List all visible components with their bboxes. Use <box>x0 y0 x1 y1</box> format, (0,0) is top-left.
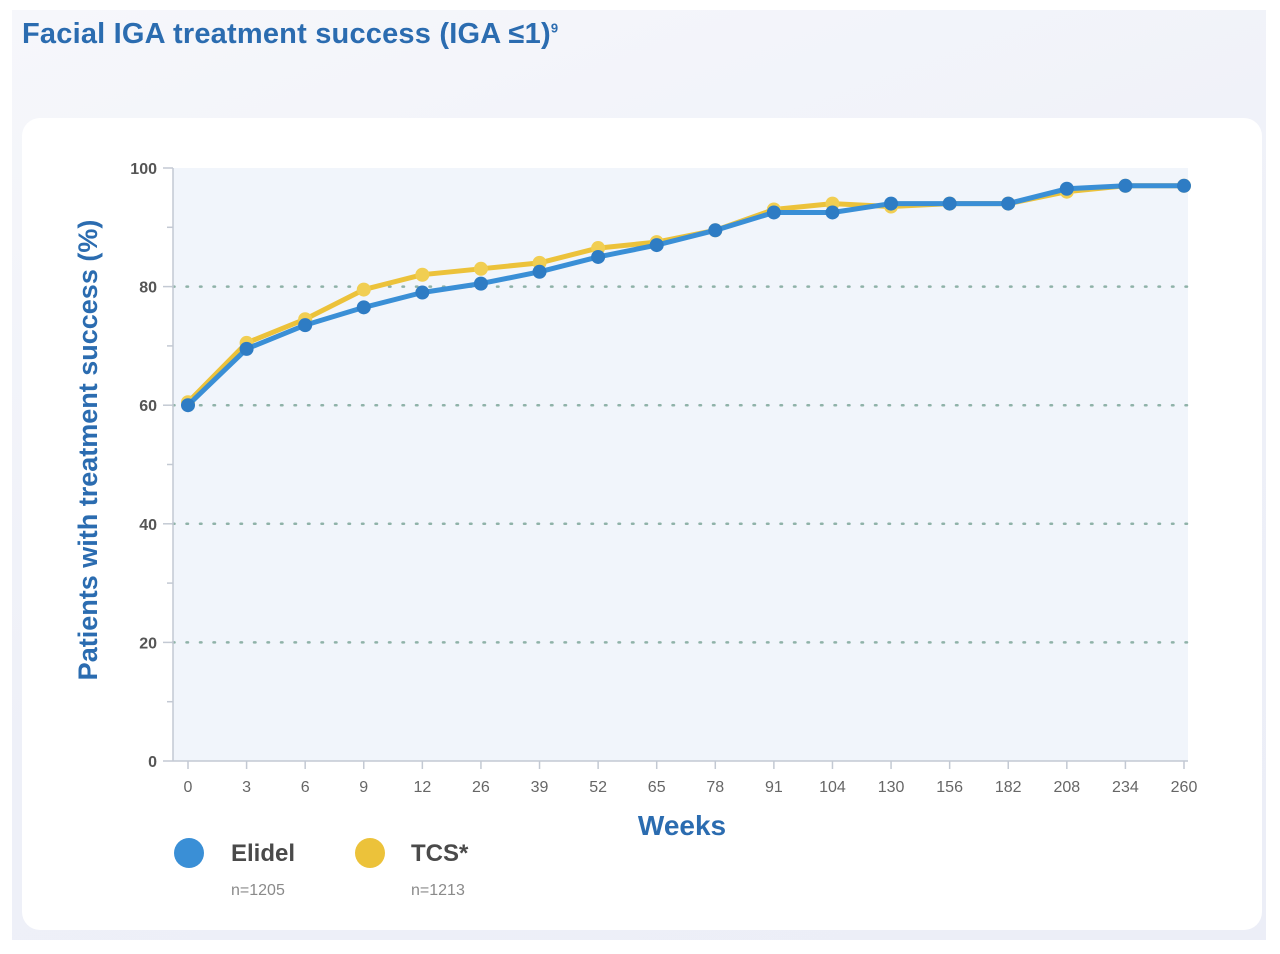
y-tick-label: 100 <box>130 161 157 178</box>
data-point-elidel <box>1059 181 1074 196</box>
x-tick-label: 0 <box>184 779 193 796</box>
y-tick-label: 20 <box>139 635 157 652</box>
data-point-elidel <box>239 341 254 356</box>
data-point-elidel <box>942 196 957 211</box>
x-tick-label: 208 <box>1053 779 1080 796</box>
data-point-tcs <box>415 267 430 282</box>
data-point-elidel <box>532 264 547 279</box>
data-point-elidel <box>415 285 430 300</box>
data-point-elidel <box>473 276 488 291</box>
x-tick-label: 12 <box>413 779 431 796</box>
x-tick-label: 39 <box>531 779 549 796</box>
data-point-elidel <box>766 205 781 220</box>
x-tick-label: 182 <box>995 779 1022 796</box>
x-tick-label: 3 <box>242 779 251 796</box>
y-tick-label: 60 <box>139 398 157 415</box>
series-line-elidel <box>185 183 1187 408</box>
x-tick-label: 6 <box>301 779 310 796</box>
y-tick-label: 80 <box>139 280 157 297</box>
x-tick-label: 78 <box>706 779 724 796</box>
chart-title: Facial IGA treatment success (IGA ≤1)9 <box>22 18 559 50</box>
y-axis-label: Patients with treatment success (%) <box>73 220 103 681</box>
y-tick-label: 0 <box>148 754 157 771</box>
data-point-elidel <box>591 249 606 264</box>
data-point-elidel <box>884 196 899 211</box>
legend-n-tcs: n=1213 <box>411 882 465 899</box>
data-point-elidel <box>181 398 195 413</box>
legend-marker-tcs <box>355 838 385 868</box>
x-tick-label: 9 <box>359 779 368 796</box>
data-point-tcs <box>473 261 488 276</box>
x-axis-label: Weeks <box>638 810 726 841</box>
x-tick-label: 104 <box>819 779 846 796</box>
data-point-elidel <box>356 300 371 315</box>
x-tick-label: 234 <box>1112 779 1139 796</box>
data-point-elidel <box>1001 196 1016 211</box>
data-point-elidel <box>298 318 313 333</box>
x-tick-label: 65 <box>648 779 666 796</box>
title-footnote: 9 <box>550 20 559 36</box>
data-point-elidel <box>1177 178 1191 193</box>
x-tick-label: 260 <box>1171 779 1198 796</box>
x-tick-label: 26 <box>472 779 490 796</box>
data-point-tcs <box>356 282 371 297</box>
data-point-elidel <box>1118 178 1133 193</box>
x-tick-label: 156 <box>936 779 963 796</box>
legend-n-elidel: n=1205 <box>231 882 285 899</box>
data-point-elidel <box>649 238 664 253</box>
data-point-elidel <box>708 223 723 238</box>
legend-marker-elidel <box>174 838 204 868</box>
y-tick-label: 40 <box>139 517 157 534</box>
x-tick-label: 91 <box>765 779 783 796</box>
legend-label-elidel: Elidel <box>231 840 296 867</box>
legend-label-tcs: TCS* <box>411 840 469 867</box>
data-point-elidel <box>825 205 840 220</box>
x-tick-label: 52 <box>589 779 607 796</box>
plot-area <box>173 168 1188 761</box>
x-tick-label: 130 <box>878 779 905 796</box>
